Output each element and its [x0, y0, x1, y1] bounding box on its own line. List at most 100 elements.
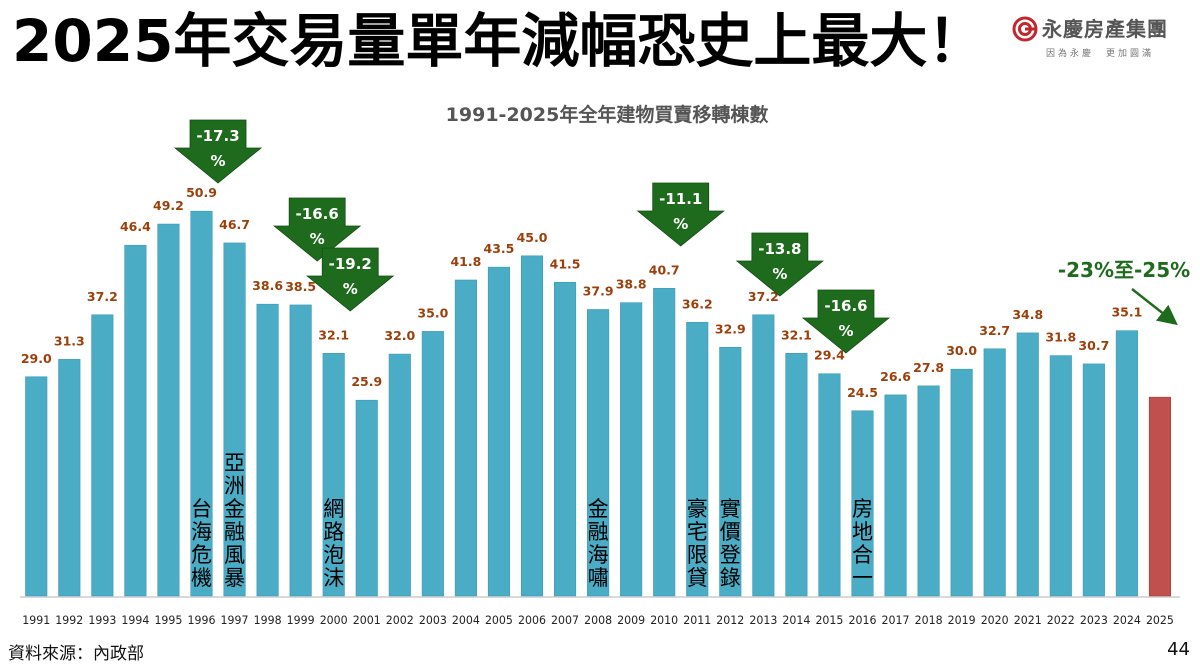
x-tick-label: 2010	[650, 613, 678, 627]
value-label: 41.8	[450, 254, 481, 269]
x-tick-label: 2003	[419, 613, 447, 627]
down-arrow-icon	[306, 247, 395, 312]
decline-percent: %	[772, 265, 787, 283]
value-label: 32.1	[781, 327, 812, 342]
bar-1992	[58, 359, 81, 597]
event-char: 機	[191, 566, 212, 590]
decline-value: -19.2	[329, 255, 372, 273]
x-tick-label: 2018	[915, 613, 943, 627]
bar-2002	[388, 353, 411, 597]
decline-value: -11.1	[659, 190, 702, 208]
value-label: 29.0	[21, 351, 52, 366]
logo-name: 永慶房產集團	[1042, 17, 1168, 41]
bar-2015	[818, 373, 841, 597]
decline-arrow: -11.1%	[636, 182, 725, 247]
value-label: 24.5	[847, 385, 878, 400]
bar-2000	[322, 353, 345, 597]
x-tick-label: 2001	[353, 613, 381, 627]
value-label: 37.9	[583, 283, 614, 298]
x-tick-label: 2024	[1113, 613, 1141, 627]
decline-value: -17.3	[196, 127, 239, 145]
x-tick-label: 2012	[716, 613, 744, 627]
event-char: 地	[852, 520, 873, 544]
bar-2008	[587, 309, 610, 597]
x-tick-label: 1995	[154, 613, 182, 627]
bar-2003	[421, 331, 444, 597]
bar-2009	[620, 302, 643, 597]
bar-2004	[454, 279, 477, 597]
bar-2021	[1016, 332, 1039, 597]
x-tick-label: 2022	[1047, 613, 1075, 627]
decline-percent: %	[211, 152, 226, 170]
page-number: 44	[1167, 639, 1190, 660]
value-label: 32.7	[979, 323, 1010, 338]
value-label: 50.9	[186, 185, 217, 200]
value-label: 38.6	[252, 278, 283, 293]
bar-2007	[553, 281, 577, 597]
decline-percent: %	[673, 215, 688, 233]
value-label: 36.2	[682, 296, 713, 311]
event-char: 融	[224, 520, 245, 544]
decline-value: -13.8	[758, 240, 801, 258]
decline-percent: %	[838, 322, 853, 340]
event-char: 合	[852, 543, 873, 567]
logo-ring-icon	[1012, 16, 1038, 42]
down-arrow-icon	[173, 119, 263, 184]
value-label: 37.2	[748, 289, 779, 304]
event-char: 洲	[224, 474, 245, 498]
value-label: 45.0	[517, 230, 548, 245]
x-tick-label: 2019	[948, 613, 976, 627]
event-char: 網	[323, 497, 344, 521]
x-tick-label: 2023	[1080, 613, 1108, 627]
decline-value: -16.6	[296, 205, 339, 223]
bar-2024	[1115, 330, 1138, 597]
x-tick-label: 2004	[452, 613, 480, 627]
down-arrow-icon	[735, 232, 825, 297]
bar-2005	[487, 266, 511, 597]
decline-arrow: -17.3%	[173, 119, 263, 184]
event-char: 暴	[224, 566, 245, 590]
bar-1995	[157, 223, 180, 597]
event-char: 融	[588, 520, 609, 544]
value-label: 29.4	[814, 348, 845, 363]
bar-2017	[884, 394, 907, 597]
value-label: 38.8	[616, 277, 647, 292]
value-label: 37.2	[87, 289, 118, 304]
event-char: 海	[191, 520, 212, 544]
event-char: 風	[224, 543, 245, 567]
event-char: 台	[191, 497, 212, 521]
value-label: 30.0	[946, 343, 977, 358]
event-char: 嘯	[588, 566, 609, 590]
event-char: 海	[588, 543, 609, 567]
event-char: 限	[687, 543, 708, 567]
event-char: 沫	[323, 566, 344, 590]
value-label: 32.1	[318, 327, 349, 342]
x-tick-label: 2025	[1146, 613, 1174, 627]
event-char: 貸	[687, 566, 708, 590]
forecast-arrow-icon	[1131, 288, 1178, 326]
event-char: 泡	[323, 543, 344, 567]
value-label: 34.8	[1012, 307, 1043, 322]
bar-2006	[520, 255, 544, 597]
logo-slogan: 因為永慶 更加圓滿	[1046, 49, 1155, 59]
event-char: 亞	[224, 451, 245, 475]
value-label: 31.8	[1045, 330, 1076, 345]
x-tick-label: 2005	[485, 613, 513, 627]
value-label: 35.0	[417, 305, 448, 320]
bar-2011	[686, 322, 709, 597]
x-tick-label: 2021	[1014, 613, 1042, 627]
event-char: 路	[323, 520, 344, 544]
x-tick-label: 1998	[254, 613, 282, 627]
x-tick-label: 1999	[287, 613, 315, 627]
bar-2001	[355, 399, 378, 597]
x-tick-label: 2009	[617, 613, 645, 627]
event-char: 豪	[687, 497, 708, 521]
down-arrow-icon	[801, 289, 891, 354]
